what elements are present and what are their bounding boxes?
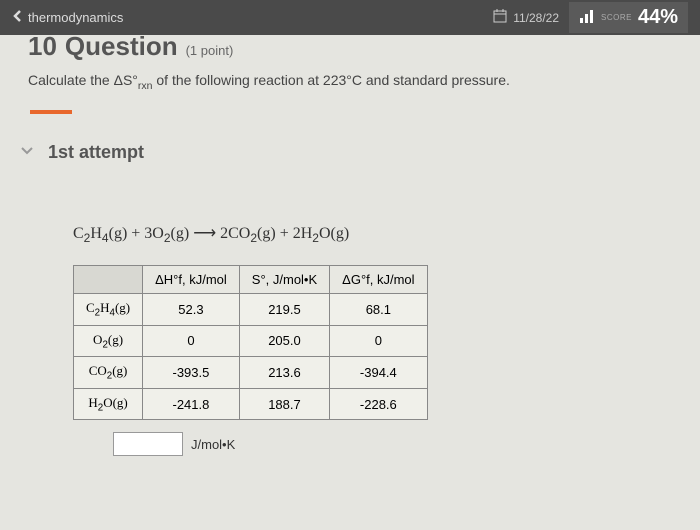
score-value: 44% bbox=[638, 6, 678, 29]
question-title: Question bbox=[65, 31, 178, 62]
dg-cell: 0 bbox=[330, 325, 427, 357]
table-corner bbox=[74, 265, 143, 293]
dg-cell: 68.1 bbox=[330, 293, 427, 325]
dg-cell: -228.6 bbox=[330, 388, 427, 420]
col-header-dg: ΔG°f, kJ/mol bbox=[330, 265, 427, 293]
question-header: 10 Question (1 point) bbox=[28, 31, 672, 62]
bar-chart-icon bbox=[579, 8, 595, 27]
reaction-equation: C2H4(g) + 3O2(g) ⟶ 2CO2(g) + 2H2O(g) bbox=[73, 223, 672, 245]
s-cell: 205.0 bbox=[239, 325, 329, 357]
dh-cell: -241.8 bbox=[143, 388, 240, 420]
chevron-down-icon bbox=[20, 143, 34, 161]
question-number: 10 bbox=[28, 31, 57, 62]
dh-cell: -393.5 bbox=[143, 357, 240, 389]
topbar: thermodynamics 11/28/22 SCORE 44% bbox=[0, 0, 700, 35]
back-button[interactable]: thermodynamics bbox=[12, 9, 123, 26]
s-cell: 213.6 bbox=[239, 357, 329, 389]
table-row: H2O(g) -241.8 188.7 -228.6 bbox=[74, 388, 428, 420]
date-value: 11/28/22 bbox=[513, 11, 559, 25]
s-cell: 219.5 bbox=[239, 293, 329, 325]
table-row: C2H4(g) 52.3 219.5 68.1 bbox=[74, 293, 428, 325]
accent-underline bbox=[30, 110, 72, 114]
date-display: 11/28/22 bbox=[493, 9, 559, 26]
answer-input[interactable] bbox=[113, 432, 183, 456]
attempt-header[interactable]: 1st attempt bbox=[20, 142, 672, 163]
dh-cell: 0 bbox=[143, 325, 240, 357]
calendar-icon bbox=[493, 9, 507, 26]
species-cell: O2(g) bbox=[74, 325, 143, 357]
dg-cell: -394.4 bbox=[330, 357, 427, 389]
col-header-dh: ΔH°f, kJ/mol bbox=[143, 265, 240, 293]
species-cell: C2H4(g) bbox=[74, 293, 143, 325]
table-row: CO2(g) -393.5 213.6 -394.4 bbox=[74, 357, 428, 389]
answer-row: J/mol•K bbox=[113, 432, 672, 456]
chevron-left-icon bbox=[12, 9, 22, 26]
thermo-data-table: ΔH°f, kJ/mol S°, J/mol•K ΔG°f, kJ/mol C2… bbox=[73, 265, 428, 420]
attempt-title: 1st attempt bbox=[48, 142, 144, 163]
s-cell: 188.7 bbox=[239, 388, 329, 420]
dh-cell: 52.3 bbox=[143, 293, 240, 325]
species-cell: H2O(g) bbox=[74, 388, 143, 420]
answer-unit: J/mol•K bbox=[191, 437, 235, 452]
species-cell: CO2(g) bbox=[74, 357, 143, 389]
col-header-s: S°, J/mol•K bbox=[239, 265, 329, 293]
table-row: O2(g) 0 205.0 0 bbox=[74, 325, 428, 357]
score-display: SCORE 44% bbox=[569, 2, 688, 33]
question-points: (1 point) bbox=[186, 43, 234, 58]
back-label: thermodynamics bbox=[28, 10, 123, 25]
question-prompt: Calculate the ΔS°rxn of the following re… bbox=[28, 72, 672, 92]
score-label: SCORE bbox=[601, 13, 632, 22]
